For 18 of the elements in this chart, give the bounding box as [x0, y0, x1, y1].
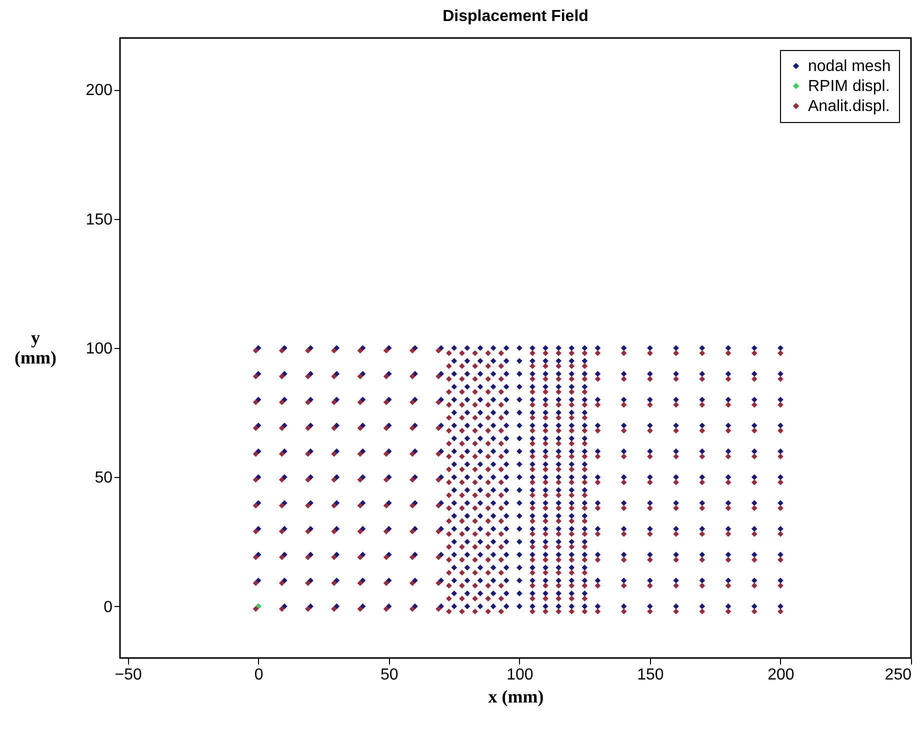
legend-label: RPIM displ.	[808, 78, 890, 95]
chart-title: Displacement Field	[442, 8, 588, 25]
x-tick-label: −50	[114, 666, 142, 684]
y-tick-label: 150	[86, 211, 113, 228]
x-tick-label: 200	[768, 666, 794, 684]
x-tick-label: 100	[506, 666, 534, 684]
x-tick-label: 0	[254, 666, 264, 684]
y-axis-title: y (mm)	[14, 328, 56, 368]
y-tick-label: 100	[86, 340, 113, 358]
legend-label: Analit.displ.	[808, 98, 890, 115]
y-tick-label: 200	[86, 82, 113, 100]
y-tick-label: 50	[94, 470, 113, 487]
x-tick-label: 50	[380, 666, 398, 684]
x-tick-label: 250	[884, 666, 912, 684]
x-axis-title: x (mm)	[488, 686, 544, 706]
y-tick-label: 0	[104, 598, 113, 616]
x-tick-label: 150	[637, 666, 664, 684]
legend-label: nodal mesh	[808, 58, 891, 75]
